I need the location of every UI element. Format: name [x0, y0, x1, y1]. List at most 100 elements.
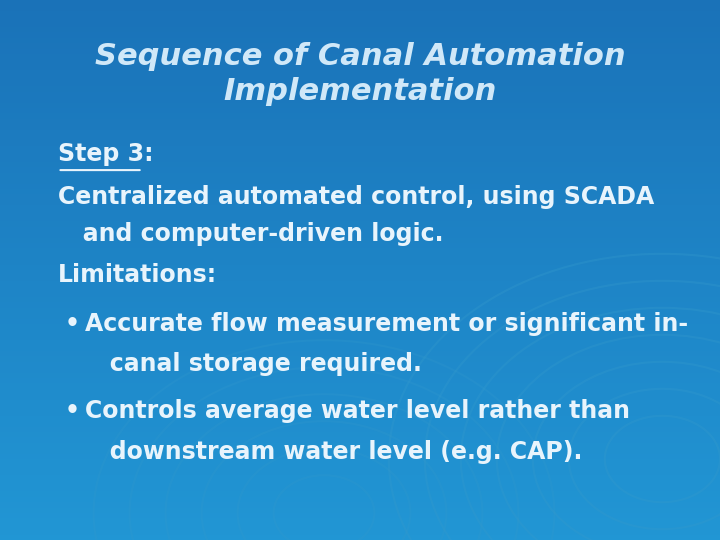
Bar [0, 270, 720, 275]
Bar [0, 5, 720, 11]
Bar [0, 157, 720, 162]
Bar [0, 464, 720, 470]
Bar [0, 265, 720, 270]
Bar [0, 140, 720, 146]
Bar [0, 216, 720, 221]
Bar [0, 497, 720, 502]
Bar [0, 313, 720, 319]
Bar [0, 410, 720, 416]
Bar [0, 248, 720, 254]
Bar [0, 356, 720, 362]
Bar [0, 189, 720, 194]
Bar [0, 49, 720, 54]
Bar [0, 448, 720, 454]
Bar [0, 194, 720, 200]
Bar [0, 27, 720, 32]
Bar [0, 130, 720, 135]
Text: •: • [65, 400, 80, 423]
Text: Controls average water level rather than: Controls average water level rather than [85, 400, 630, 423]
Bar [0, 443, 720, 448]
Bar [0, 394, 720, 400]
Bar [0, 373, 720, 378]
Text: canal storage required.: canal storage required. [85, 353, 422, 376]
Bar [0, 459, 720, 464]
Bar [0, 124, 720, 130]
Text: Step 3:: Step 3: [58, 142, 153, 166]
Bar [0, 146, 720, 151]
Bar [0, 292, 720, 297]
Bar [0, 400, 720, 405]
Bar [0, 92, 720, 97]
Text: Sequence of Canal Automation: Sequence of Canal Automation [95, 42, 625, 71]
Bar [0, 421, 720, 427]
Text: Implementation: Implementation [223, 77, 497, 106]
Bar [0, 529, 720, 535]
Bar [0, 81, 720, 86]
Bar [0, 524, 720, 529]
Bar [0, 275, 720, 281]
Bar [0, 389, 720, 394]
Bar [0, 319, 720, 324]
Text: Centralized automated control, using SCADA: Centralized automated control, using SCA… [58, 185, 654, 209]
Bar [0, 0, 720, 5]
Bar [0, 221, 720, 227]
Bar [0, 162, 720, 167]
Bar [0, 308, 720, 313]
Bar [0, 297, 720, 302]
Bar [0, 454, 720, 459]
Bar [0, 535, 720, 540]
Bar [0, 22, 720, 27]
Text: •: • [65, 312, 80, 336]
Bar [0, 470, 720, 475]
Text: and computer-driven logic.: and computer-driven logic. [58, 222, 443, 246]
Bar [0, 243, 720, 248]
Bar [0, 86, 720, 92]
Bar [0, 416, 720, 421]
Bar [0, 119, 720, 124]
Bar [0, 16, 720, 22]
Bar [0, 205, 720, 211]
Bar [0, 11, 720, 16]
Bar [0, 286, 720, 292]
Bar [0, 437, 720, 443]
Bar [0, 335, 720, 340]
Bar [0, 378, 720, 383]
Bar [0, 513, 720, 518]
Bar [0, 232, 720, 238]
Bar [0, 200, 720, 205]
Bar [0, 491, 720, 497]
Bar [0, 508, 720, 513]
Bar [0, 97, 720, 103]
Text: downstream water level (e.g. CAP).: downstream water level (e.g. CAP). [85, 440, 582, 464]
Bar [0, 405, 720, 410]
Bar [0, 486, 720, 491]
Bar [0, 167, 720, 173]
Bar [0, 211, 720, 216]
Bar [0, 346, 720, 351]
Bar [0, 254, 720, 259]
Bar [0, 151, 720, 157]
Bar [0, 427, 720, 432]
Bar [0, 281, 720, 286]
Bar [0, 65, 720, 70]
Bar [0, 259, 720, 265]
Bar [0, 103, 720, 108]
Bar [0, 43, 720, 49]
Bar [0, 502, 720, 508]
Bar [0, 227, 720, 232]
Text: Limitations:: Limitations: [58, 264, 217, 287]
Text: Accurate flow measurement or significant in-: Accurate flow measurement or significant… [85, 312, 688, 336]
Bar [0, 329, 720, 335]
Bar [0, 54, 720, 59]
Bar [0, 113, 720, 119]
Bar [0, 32, 720, 38]
Bar [0, 184, 720, 189]
Bar [0, 135, 720, 140]
Bar [0, 351, 720, 356]
Bar [0, 70, 720, 76]
Bar [0, 173, 720, 178]
Bar [0, 362, 720, 367]
Bar [0, 302, 720, 308]
Bar [0, 518, 720, 524]
Bar [0, 108, 720, 113]
